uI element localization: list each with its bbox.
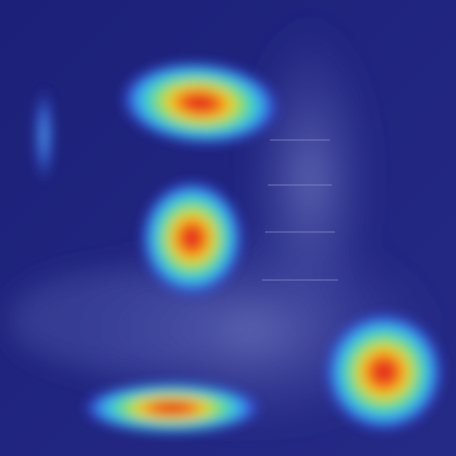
heat-right (324, 312, 444, 432)
heat-regions (35, 60, 444, 434)
heat-top (120, 60, 280, 146)
heat-bottom (82, 382, 262, 434)
heat-faint (35, 85, 53, 185)
heat-middle (140, 180, 244, 296)
vertebrae (262, 139, 338, 281)
